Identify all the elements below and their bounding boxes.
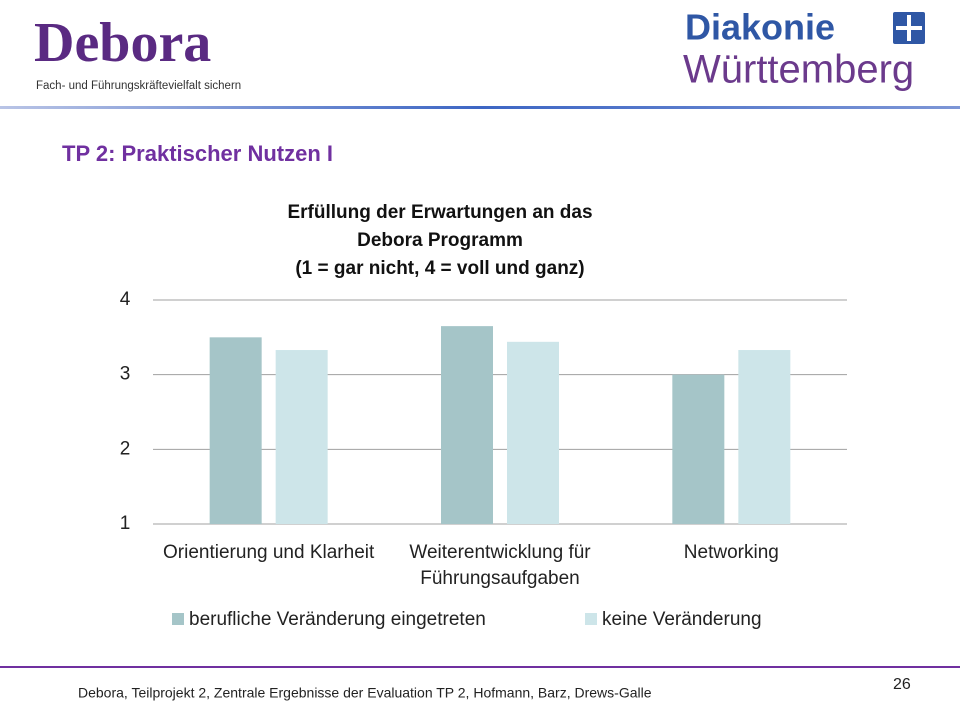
x-tick-label: Orientierung und Klarheit — [163, 542, 375, 563]
bar — [507, 341, 559, 524]
bar — [441, 326, 493, 524]
legend-swatch — [172, 613, 184, 625]
brand: Diakonie — [685, 7, 835, 48]
x-tick-label: Weiterentwicklung für Führungsaufgaben — [409, 542, 591, 589]
slide-title: TP 2: Praktischer Nutzen I — [62, 141, 333, 166]
logo-tagline: Fach- und Führungskräftevielfalt sichern — [36, 80, 241, 92]
legend-label: berufliche Veränderung eingetreten — [189, 609, 486, 630]
y-tick-label: 3 — [120, 364, 131, 385]
chart-title: Debora Programm — [357, 230, 523, 251]
bar — [275, 350, 328, 524]
footer-rule — [0, 666, 960, 668]
y-tick-label: 2 — [120, 438, 131, 459]
footer-text: Debora, Teilprojekt 2, Zentrale Ergebnis… — [78, 685, 652, 701]
x-tick-label: Networking — [683, 542, 779, 563]
logo: Debora — [34, 12, 211, 74]
header-rule — [0, 106, 960, 109]
chart-title: Erfüllung der Erwartungen an das — [287, 202, 592, 223]
y-tick-label: 1 — [120, 513, 131, 534]
legend-label: keine Veränderung — [602, 609, 762, 630]
region: Württemberg — [683, 48, 914, 92]
legend-swatch — [585, 613, 597, 625]
chart-title: (1 = gar nicht, 4 = voll und ganz) — [295, 258, 584, 279]
bar — [738, 350, 791, 524]
page-number: 26 — [893, 676, 911, 693]
bar — [209, 337, 262, 524]
brand-cross — [893, 12, 925, 44]
y-tick-label: 4 — [120, 289, 131, 310]
bar — [672, 374, 725, 524]
